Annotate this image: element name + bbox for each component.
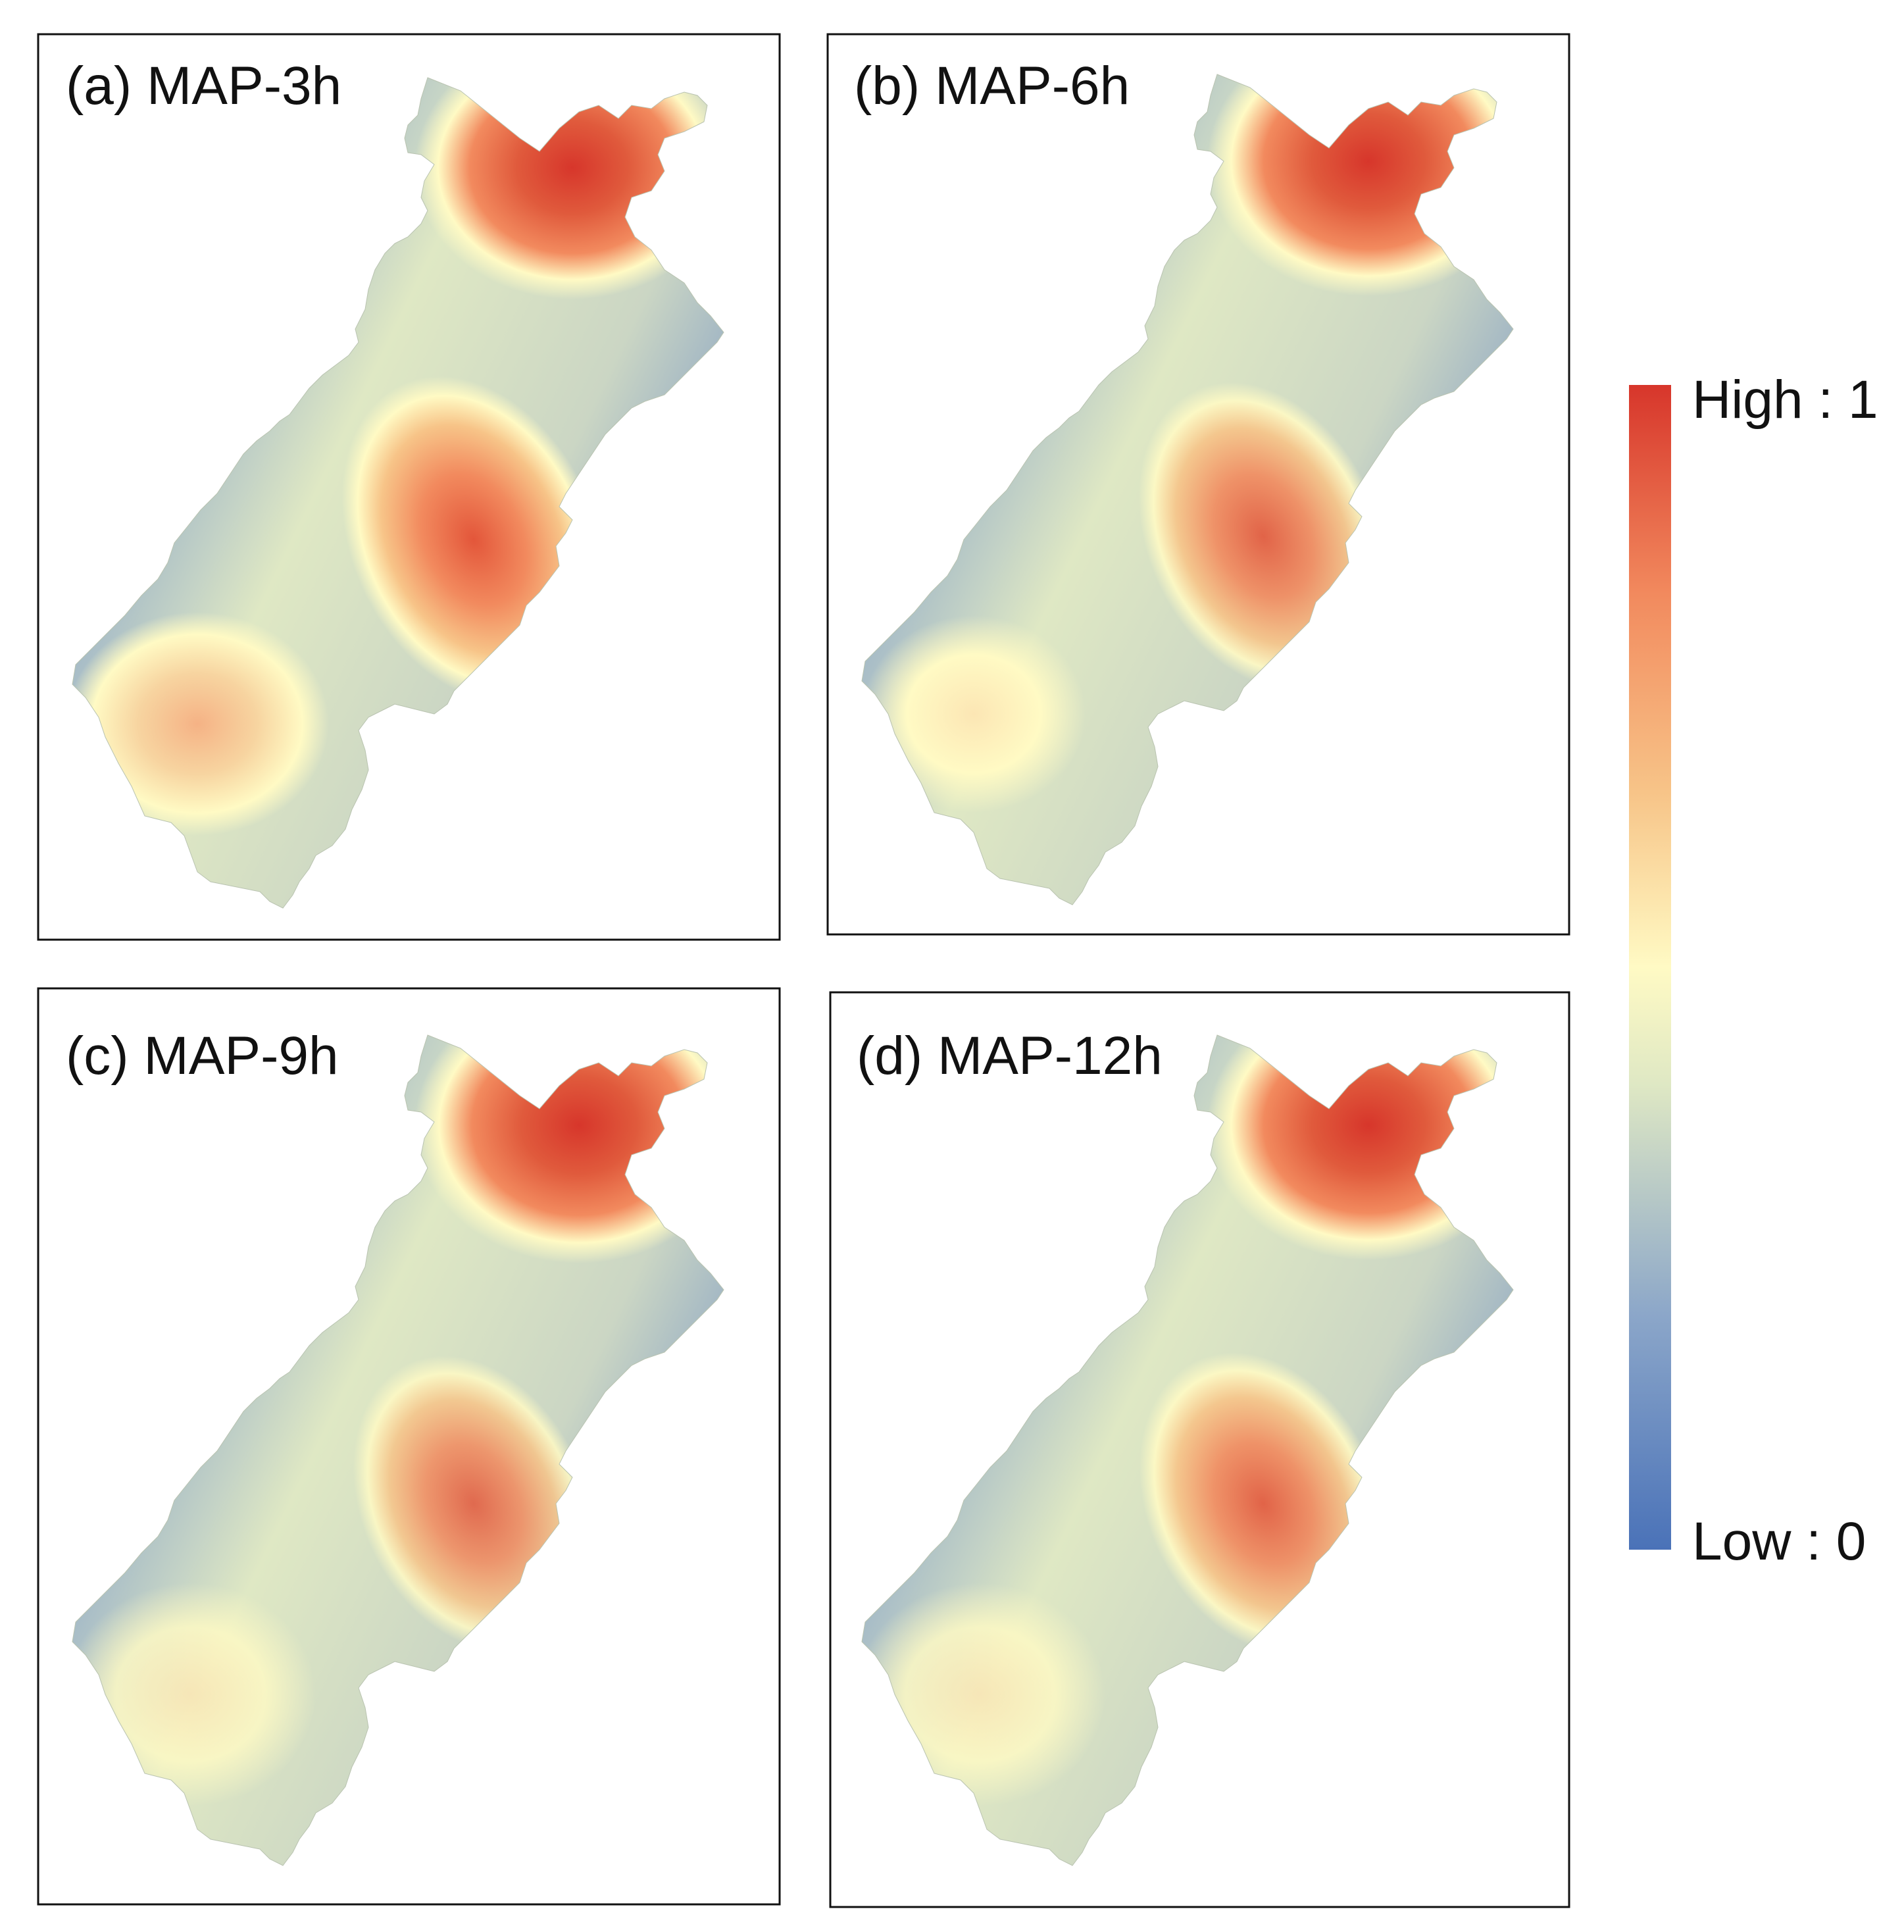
legend-low-label: Low : 0	[1692, 1512, 1866, 1571]
panel-d: (d) MAP-12h	[829, 991, 1570, 1908]
panel-c: (c) MAP-9h	[37, 987, 781, 1906]
panel-a-title: (a) MAP-3h	[66, 56, 341, 116]
panel-b-title: (b) MAP-6h	[854, 56, 1130, 116]
panel-d-title: (d) MAP-12h	[857, 1026, 1163, 1086]
panel-a: (a) MAP-3h	[37, 33, 781, 941]
panel-c-title: (c) MAP-9h	[66, 1026, 339, 1086]
legend: High : 1 Low : 0	[1629, 370, 1878, 1571]
legend-high-label: High : 1	[1692, 370, 1878, 430]
panel-b: (b) MAP-6h	[826, 33, 1570, 936]
legend-colorbar	[1629, 385, 1671, 1550]
